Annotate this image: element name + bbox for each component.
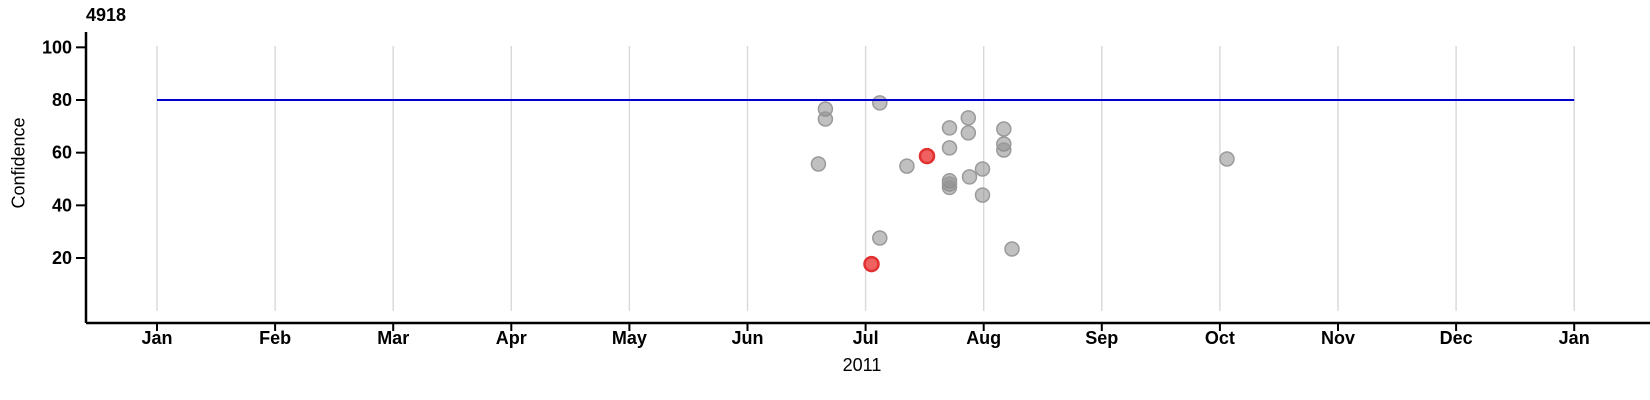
month-tick-label: Jan bbox=[1559, 328, 1590, 348]
y-tick-label: 60 bbox=[52, 143, 72, 163]
data-point-gray bbox=[899, 158, 915, 174]
data-point-gray bbox=[960, 110, 977, 126]
month-tick-label: Oct bbox=[1205, 328, 1235, 348]
data-point-gray bbox=[960, 125, 977, 141]
month-tick-label: Dec bbox=[1440, 328, 1473, 348]
data-point-gray bbox=[810, 156, 827, 172]
y-tick-label: 80 bbox=[52, 90, 72, 110]
month-tick-label: Jan bbox=[141, 328, 172, 348]
data-point-gray bbox=[941, 140, 958, 156]
data-point-gray bbox=[941, 179, 958, 196]
month-tick-label: May bbox=[612, 328, 647, 348]
month-tick-label: Jul bbox=[853, 328, 879, 348]
data-point-gray bbox=[817, 111, 834, 127]
data-point-gray bbox=[996, 142, 1012, 158]
month-tick-label: Sep bbox=[1085, 328, 1118, 348]
month-tick-label: Jun bbox=[731, 328, 763, 348]
month-tick-label: Feb bbox=[259, 328, 291, 348]
y-tick-label: 20 bbox=[52, 248, 72, 268]
month-tick-label: Mar bbox=[377, 328, 409, 348]
month-tick-label: Nov bbox=[1321, 328, 1355, 348]
data-point-red bbox=[918, 147, 936, 165]
data-point-gray bbox=[1219, 151, 1235, 167]
x-axis-year-label: 2011 bbox=[842, 355, 882, 375]
data-point-gray bbox=[961, 169, 978, 185]
data-point-gray bbox=[974, 161, 991, 177]
data-point-gray bbox=[1004, 241, 1020, 257]
month-tick-label: Aug bbox=[966, 328, 1001, 348]
data-point-gray bbox=[941, 120, 958, 136]
month-tick-label: Apr bbox=[496, 328, 527, 348]
data-point-gray bbox=[996, 121, 1012, 137]
data-point-gray bbox=[872, 230, 888, 246]
y-tick-label: 40 bbox=[52, 195, 72, 215]
y-tick-label: 100 bbox=[42, 37, 72, 57]
chart-title: 4918 bbox=[86, 5, 127, 25]
data-point-gray bbox=[872, 95, 888, 111]
data-point-gray bbox=[974, 187, 991, 203]
data-point-red bbox=[863, 255, 880, 273]
